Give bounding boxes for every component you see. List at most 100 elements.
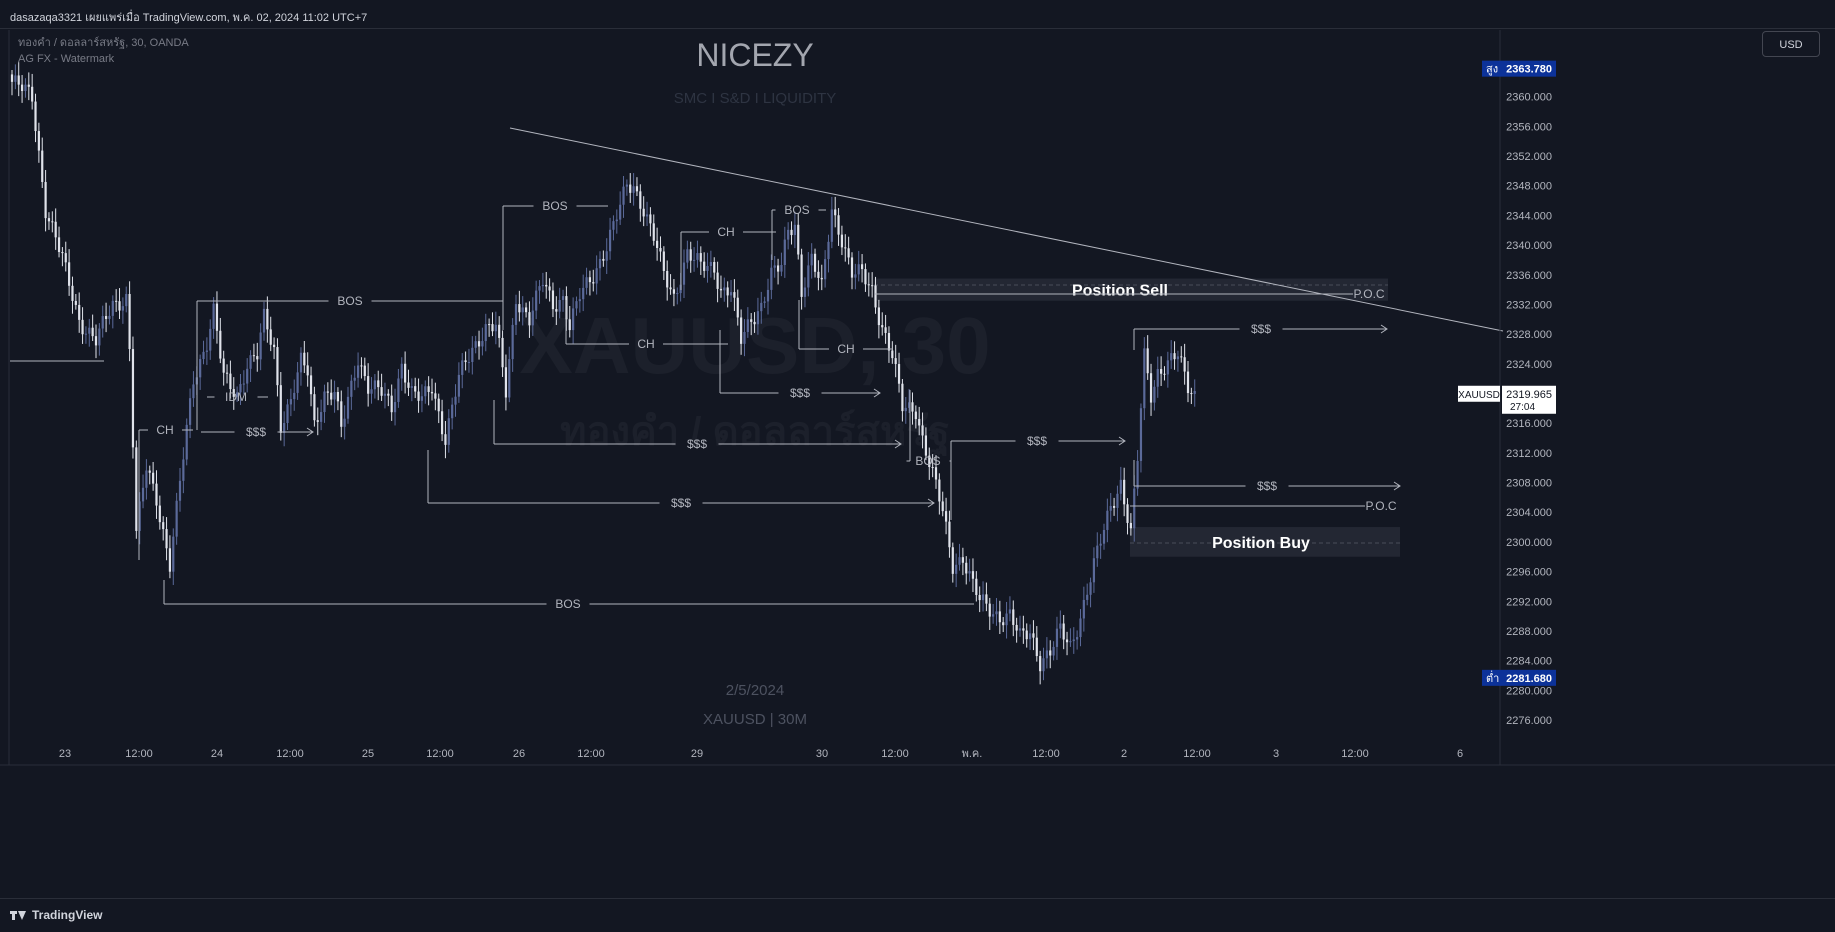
candle bbox=[746, 307, 749, 338]
candle-body bbox=[199, 359, 202, 378]
candle bbox=[884, 314, 887, 344]
candle-body bbox=[64, 253, 67, 263]
candle bbox=[410, 378, 413, 402]
zone-box[interactable] bbox=[1130, 527, 1400, 557]
time-axis[interactable]: 23 12:00 24 12:00 25 12:00 26 12:00 29 30 12:00 พ.ค… bbox=[59, 748, 1463, 760]
candle-body bbox=[61, 252, 64, 254]
currency-button[interactable]: USD bbox=[1762, 31, 1820, 57]
candle-body bbox=[860, 264, 864, 270]
candle bbox=[390, 384, 393, 421]
structure-marker[interactable]: CH bbox=[798, 300, 893, 356]
liquidity-marker[interactable]: $$$ bbox=[493, 400, 902, 451]
candle-body bbox=[555, 309, 558, 312]
time-tick-label: 12:00 bbox=[125, 748, 153, 760]
poc-marker[interactable]: P.O.C bbox=[875, 287, 1385, 301]
candle bbox=[373, 374, 376, 399]
candle bbox=[488, 318, 491, 337]
candle-body bbox=[417, 391, 420, 401]
candle bbox=[1049, 640, 1052, 669]
candle-body bbox=[152, 472, 155, 484]
candle bbox=[948, 510, 951, 558]
candle-body bbox=[1069, 641, 1072, 643]
candle bbox=[1002, 617, 1005, 633]
candle bbox=[827, 234, 830, 273]
structure-marker[interactable]: CH bbox=[565, 300, 728, 351]
candle bbox=[998, 600, 1001, 635]
candle-body bbox=[803, 287, 807, 297]
candle bbox=[1052, 641, 1055, 661]
candle bbox=[776, 258, 780, 285]
candle bbox=[1082, 586, 1085, 632]
liquidity-marker[interactable]: $$$ bbox=[950, 434, 1126, 520]
candle bbox=[911, 392, 914, 425]
candle-body bbox=[632, 186, 635, 193]
structure-marker[interactable]: CH bbox=[680, 225, 776, 290]
candle-body bbox=[313, 394, 316, 421]
candle-body bbox=[360, 365, 363, 367]
liquidity-marker[interactable]: $$$ bbox=[427, 450, 935, 510]
chart-area[interactable]: XAUUSD, 30 ทองคำ / ดอลลาร์สหรัฐ NICEZY SMC … bbox=[0, 28, 1835, 898]
candle-body bbox=[477, 341, 481, 347]
candle bbox=[891, 341, 894, 364]
poc-marker[interactable]: P.O.C bbox=[1130, 499, 1397, 513]
indicator-legend[interactable]: AG FX - Watermark bbox=[18, 53, 115, 65]
candle bbox=[934, 455, 938, 489]
structure-marker[interactable]: BOS bbox=[163, 580, 974, 611]
last-price-value: 2319.965 bbox=[1506, 389, 1552, 401]
badge-bg bbox=[1482, 669, 1556, 686]
structure-marker[interactable]: BOS bbox=[502, 199, 608, 330]
candle-body bbox=[776, 265, 780, 272]
candle-body bbox=[84, 333, 88, 335]
candle-body bbox=[242, 383, 245, 385]
candle bbox=[894, 344, 897, 378]
structure-marker[interactable]: BOS bbox=[196, 294, 503, 430]
trendline[interactable] bbox=[509, 127, 1504, 332]
candle-body bbox=[148, 470, 151, 473]
candle-body bbox=[303, 352, 306, 366]
time-tick-label: พ.ค. bbox=[962, 748, 983, 760]
candle bbox=[17, 62, 20, 97]
candle bbox=[622, 175, 625, 218]
liquidity-marker[interactable]: $$$ bbox=[1133, 322, 1388, 350]
marker-label: P.O.C bbox=[1365, 499, 1396, 513]
candle-body bbox=[666, 270, 669, 288]
price-tick-label: 2304.000 bbox=[1506, 507, 1552, 519]
structure-marker[interactable]: BOS bbox=[771, 203, 826, 260]
candle bbox=[682, 249, 686, 298]
zone-box[interactable] bbox=[874, 278, 1388, 301]
candle bbox=[283, 411, 286, 447]
candle-body bbox=[672, 289, 676, 294]
liquidity-marker[interactable]: $$$ bbox=[201, 425, 314, 439]
price-axis[interactable]: 2276.000 2280.000 2284.000 2288.000 2292.000… bbox=[1458, 60, 1556, 727]
watermark-title: NICEZY bbox=[696, 37, 813, 73]
candle bbox=[632, 173, 635, 206]
candle-body bbox=[47, 218, 51, 222]
price-tick-label: 2340.000 bbox=[1506, 240, 1552, 252]
candle-body bbox=[323, 391, 326, 413]
candle-body bbox=[444, 434, 447, 445]
candle bbox=[797, 212, 800, 260]
structure-marker[interactable]: CH bbox=[138, 423, 193, 560]
candle bbox=[877, 299, 880, 339]
tradingview-logo[interactable]: TradingView bbox=[10, 908, 102, 922]
candle-body bbox=[1136, 460, 1139, 489]
candle bbox=[625, 179, 628, 196]
candle-body bbox=[222, 358, 225, 373]
structure-marker[interactable]: IDM bbox=[207, 390, 268, 404]
candle bbox=[867, 272, 870, 297]
candle-body bbox=[642, 208, 645, 217]
candle-body bbox=[1089, 582, 1092, 595]
symbol-legend[interactable]: ทองคำ / ดอลลาร์สหรัฐ, 30, OANDA bbox=[18, 37, 189, 49]
candle-body bbox=[965, 562, 968, 574]
candle-body bbox=[1028, 633, 1032, 640]
candle bbox=[992, 604, 995, 624]
candle-body bbox=[585, 277, 588, 288]
liquidity-marker[interactable]: $$$ bbox=[719, 330, 881, 400]
candle-body bbox=[178, 480, 182, 501]
candle bbox=[215, 291, 219, 344]
liquidity-marker[interactable]: $$$ bbox=[1133, 460, 1401, 493]
candle bbox=[619, 191, 622, 225]
candle bbox=[393, 388, 397, 426]
candle bbox=[709, 250, 712, 278]
